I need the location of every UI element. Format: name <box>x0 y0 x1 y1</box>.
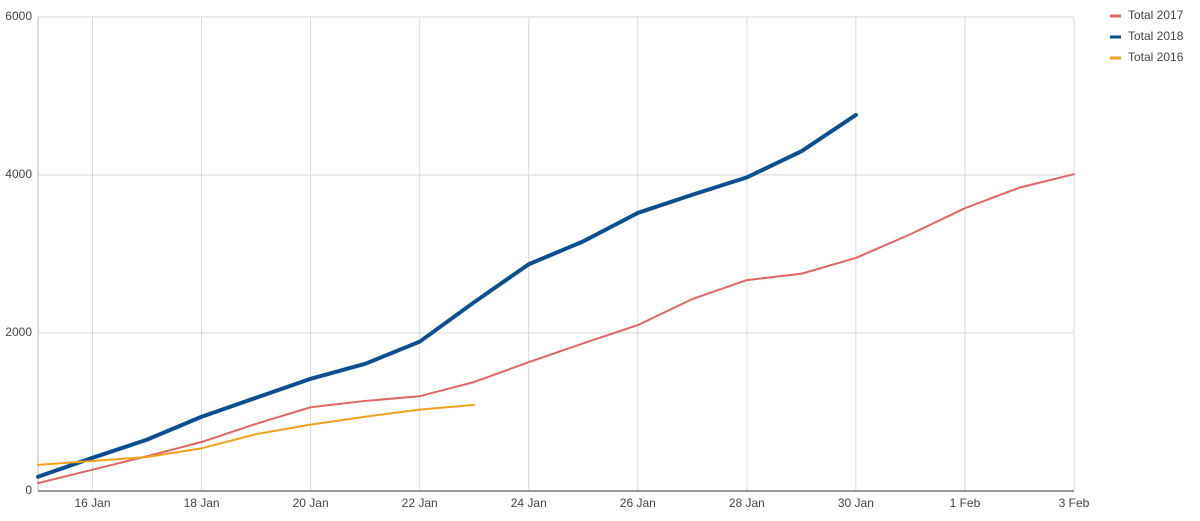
x-tick-label: 28 Jan <box>729 496 765 510</box>
series-line <box>37 173 1075 485</box>
y-tick-label: 4000 <box>5 167 32 181</box>
series-line <box>37 403 476 466</box>
legend-label: Total 2018 <box>1128 29 1184 43</box>
x-tick-label: 30 Jan <box>838 496 874 510</box>
x-tick-label: 3 Feb <box>1059 496 1090 510</box>
x-tick-label: 24 Jan <box>511 496 547 510</box>
legend-label: Total 2016 <box>1128 50 1184 64</box>
x-tick-label: 16 Jan <box>75 496 111 510</box>
x-tick-label: 20 Jan <box>293 496 329 510</box>
y-tick-label: 2000 <box>5 325 32 339</box>
y-tick-label: 0 <box>25 483 32 497</box>
x-tick-label: 26 Jan <box>620 496 656 510</box>
x-tick-label: 22 Jan <box>402 496 438 510</box>
x-tick-label: 1 Feb <box>950 496 981 510</box>
x-tick-label: 18 Jan <box>184 496 220 510</box>
legend-label: Total 2017 <box>1128 8 1184 22</box>
series-line <box>36 112 858 479</box>
y-tick-label: 6000 <box>5 9 32 23</box>
